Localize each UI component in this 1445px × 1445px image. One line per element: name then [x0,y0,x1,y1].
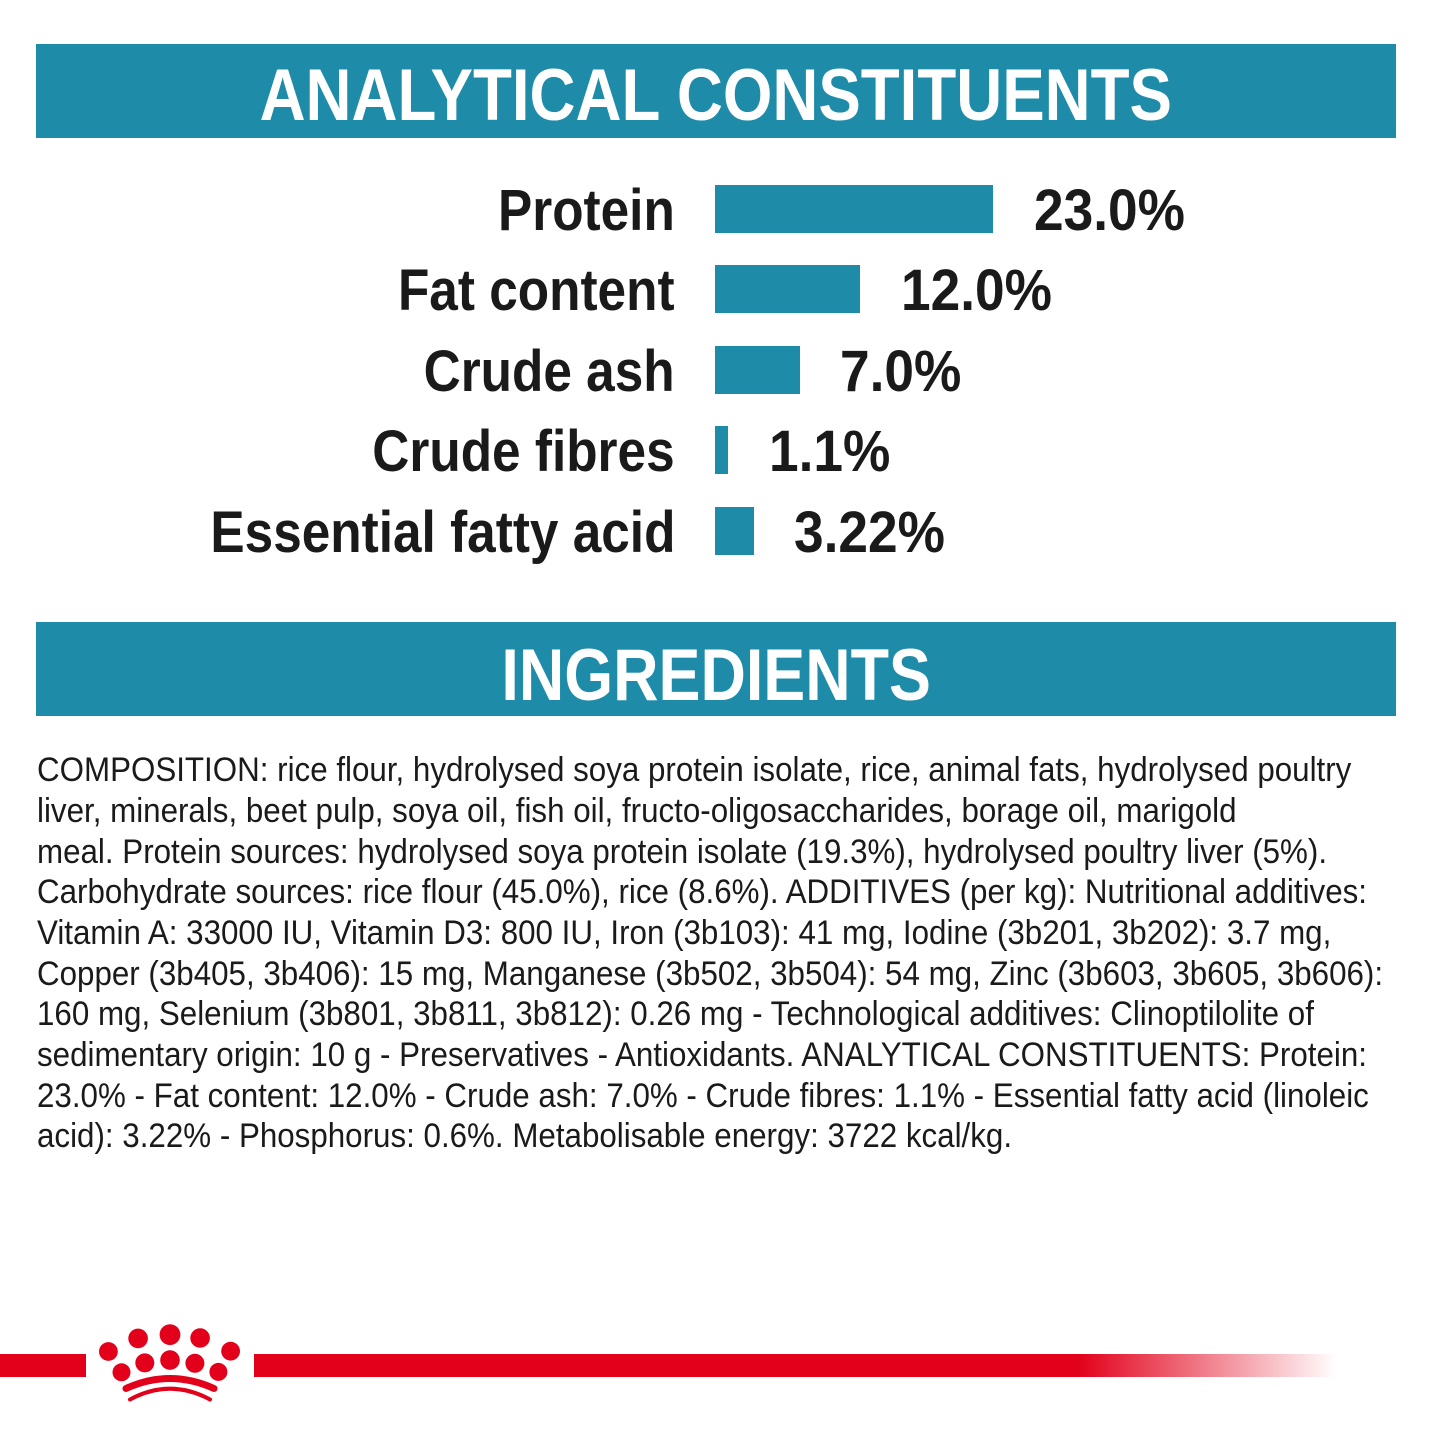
ingredients-line: COMPOSITION: rice flour, hydrolysed soya… [37,751,1352,790]
analytical-constituents-bar-chart: Protein 23.0% Fat content 12.0% Crude ash 7.0… [0,0,1445,620]
ingredients-line: acid): 3.22% - Phosphorus: 0.6%. Metabol… [37,1117,1013,1156]
analytical-constituents-banner: ANALYTICAL CONSTITUENTS [36,44,1396,138]
chart-category-label: Essential fatty acid [209,499,675,565]
ingredients-title: INGREDIENTS [501,632,931,716]
chart-category-label: Protein [498,178,675,243]
chart-category-label: Crude fibres [372,419,675,485]
ingredients-line: Vitamin A: 33000 IU, Vitamin D3: 800 IU,… [37,914,1332,953]
ingredients-line: 160 mg, Selenium (3b801, 3b811, 3b812): … [37,995,1314,1034]
chart-category-label: Fat content [398,258,675,324]
ingredients-line: Copper (3b405, 3b406): 15 mg, Manganese … [37,954,1384,993]
ingredients-line: sedimentary origin: 10 g - Preservatives… [37,1036,1367,1075]
chart-bar [715,345,800,394]
footer-red-line [254,1354,1337,1377]
footer-red-line-left [0,1354,86,1377]
chart-value-label: 3.22% [794,499,946,565]
ingredients-paragraph: COMPOSITION: rice flour, hydrolysed soya… [37,750,1384,1157]
ingredients-line: meal. Protein sources: hydrolysed soya p… [37,832,1328,871]
footer [0,1300,1445,1445]
chart-bar [715,185,994,233]
chart-value-label: 7.0% [840,338,962,404]
ingredients-line: 23.0% - Fat content: 12.0% - Crude ash: … [37,1076,1369,1115]
chart-value-label: 12.0% [900,258,1052,324]
analytical-constituents-title: ANALYTICAL CONSTITUENTS [259,52,1173,136]
chart-category-label: Crude ash [423,338,675,404]
chart-bar [715,426,729,475]
chart-value-label: 23.0% [1033,178,1185,243]
ingredients-line: Carbohydrate sources: rice flour (45.0%)… [37,873,1367,912]
chart-bar [715,265,861,314]
chart-bar [715,506,754,555]
ingredients-banner: INGREDIENTS [36,622,1396,716]
royal-canin-crown-logo [99,1324,240,1402]
ingredients-line: liver, minerals, beet pulp, soya oil, fi… [37,792,1237,831]
chart-value-label: 1.1% [768,419,891,485]
